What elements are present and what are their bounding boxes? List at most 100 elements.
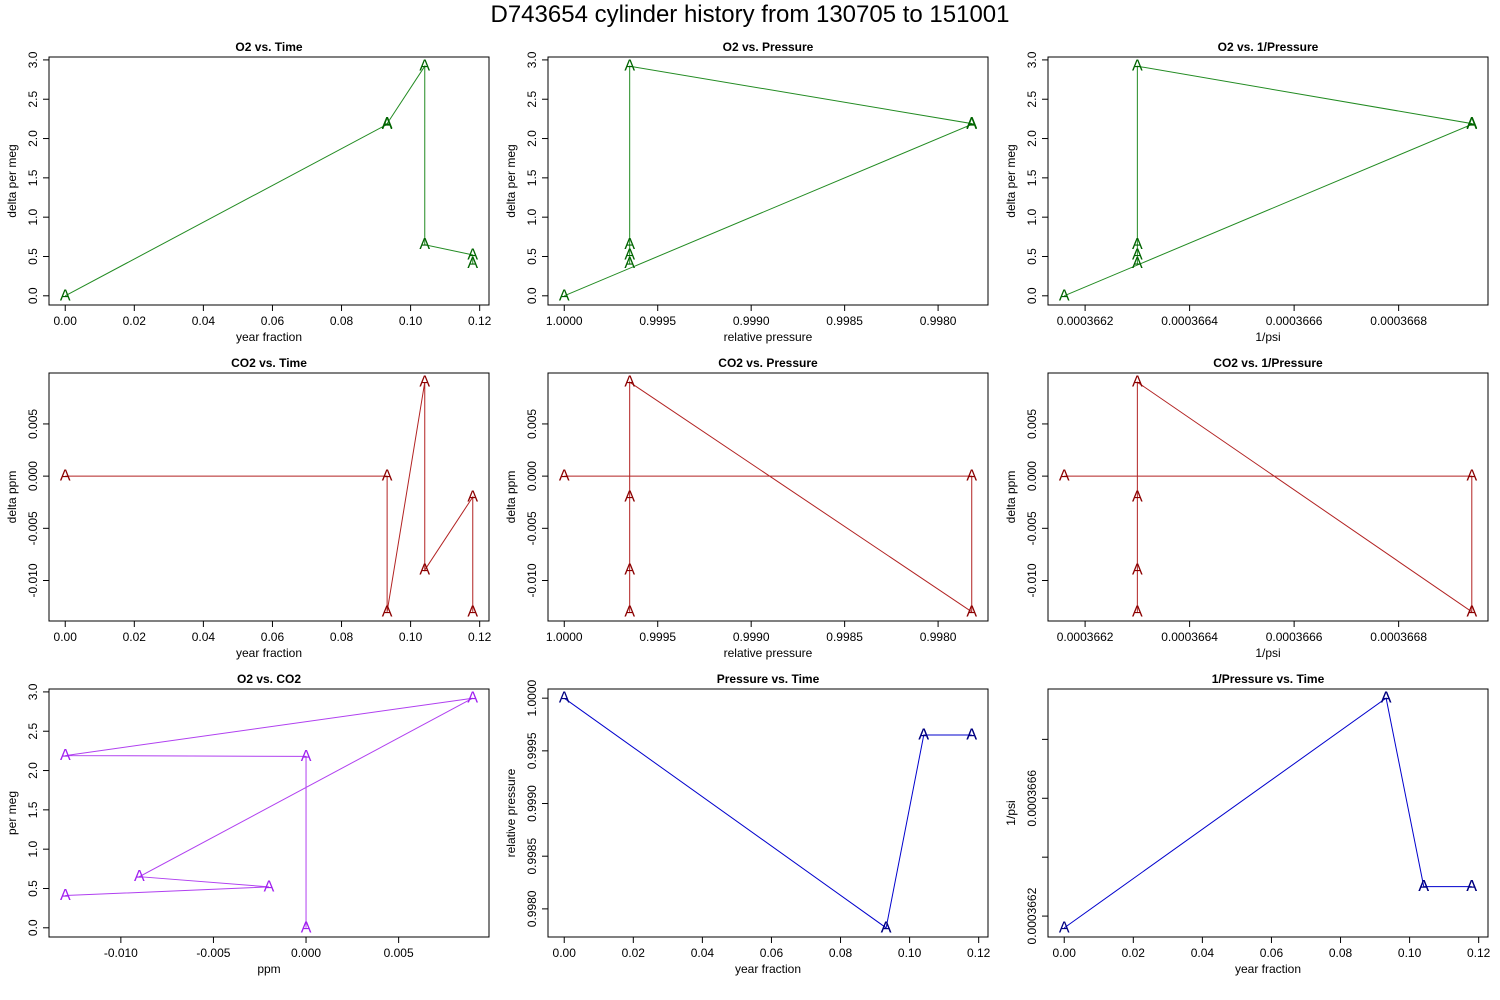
y-tick-label: 0.9985 [525,838,539,875]
y-tick-label: 1.0000 [525,679,539,716]
x-axis-label: year fraction [236,646,302,660]
point-marker: A [1381,690,1392,707]
y-tick-label: -0.005 [525,511,539,545]
x-tick-label: 0.12 [967,946,991,960]
point-marker: A [624,603,635,620]
y-axis-label: relative pressure [504,768,518,857]
x-tick-label: 1.0000 [546,630,583,644]
y-tick-label: 0.5 [1025,248,1039,265]
point-marker: A [881,919,892,936]
data-line [64,64,474,297]
point-marker: A [1466,878,1477,895]
point-marker: A [966,115,977,132]
y-tick-label: 1.5 [26,801,40,818]
point-marker: A [467,255,478,272]
figure-title: D743654 cylinder history from 130705 to … [491,1,1010,28]
x-tick-label: 0.12 [1467,946,1491,960]
y-tick-label: -0.010 [26,563,40,597]
point-marker: A [624,562,635,579]
point-marker: A [382,115,393,132]
y-tick-label: 0.005 [525,409,539,439]
point-marker: A [301,748,312,765]
y-tick-label: 3.0 [1025,51,1039,68]
point-marker: A [382,116,393,133]
y-tick-label: 0.9990 [525,785,539,822]
y-tick-label: 1.0 [26,209,40,226]
data-line [65,697,473,928]
point-marker: A [419,236,430,253]
x-axis-label: year fraction [735,962,801,976]
point-marker: A [1059,919,1070,936]
y-tick-label: -0.005 [1025,511,1039,545]
x-tick-label: 0.9980 [920,630,957,644]
panel-title: O2 vs. CO2 [237,672,301,686]
point-marker: A [559,690,570,707]
data-line [1064,381,1473,613]
y-tick-label: 0.005 [26,409,40,439]
data-line [564,381,973,613]
y-axis-label: delta ppm [504,471,518,524]
x-tick-label: 0.06 [1260,946,1284,960]
y-tick-label: 0.005 [1025,409,1039,439]
data-line [564,65,973,297]
point-marker: A [881,919,892,936]
point-marker: A [624,236,635,253]
point-marker: A [966,116,977,133]
y-tick-label: 3.0 [525,51,539,68]
point-marker: A [966,727,977,744]
y-tick-label: 0.000 [525,461,539,491]
point-marker: A [1132,374,1143,391]
x-tick-label: 0.04 [192,314,216,328]
x-tick-label: 0.10 [399,314,423,328]
x-tick-label: 0.0003668 [1370,630,1427,644]
point-marker: A [467,489,478,506]
y-tick-label: 0.5 [525,248,539,265]
point-marker: A [1418,878,1429,895]
y-tick-label: 1.0 [26,841,40,858]
point-marker: A [1466,468,1477,485]
y-tick-label: 2.5 [26,91,40,108]
point-marker: A [419,58,430,75]
point-marker: A [918,727,929,744]
point-marker: A [624,58,635,75]
point-marker: A [966,727,977,744]
y-tick-label: 0.0003666 [1025,770,1039,827]
plot-frame [1047,372,1489,622]
y-tick-label: 1.5 [1025,169,1039,186]
panel-title: O2 vs. Pressure [723,40,814,54]
plot-frame [48,688,490,938]
plot-frame [48,372,490,622]
plot-frame [48,56,490,306]
x-tick-label: 0.9990 [733,314,770,328]
y-tick-label: 0.0 [26,919,40,936]
y-tick-label: 0.9995 [525,732,539,769]
plot-frame [1047,56,1489,306]
y-tick-label: 0.000 [26,461,40,491]
y-tick-label: 1.5 [525,169,539,186]
point-marker: A [382,468,393,485]
plot-frame [547,372,989,622]
x-tick-label: -0.010 [104,946,138,960]
x-tick-label: 0.0003664 [1161,630,1218,644]
point-marker: A [1059,468,1070,485]
x-tick-label: 0.005 [384,946,414,960]
x-tick-label: 0.08 [330,314,354,328]
y-tick-label: -0.005 [26,511,40,545]
y-tick-label: -0.010 [525,563,539,597]
point-marker: A [624,246,635,263]
y-axis-label: delta ppm [5,471,19,524]
y-axis-label: 1/psi [1004,800,1018,825]
x-axis-label: 1/psi [1255,330,1280,344]
panel-title: CO2 vs. Time [231,356,307,370]
x-tick-label: 0.9995 [639,630,676,644]
x-tick-label: 0.9980 [920,314,957,328]
x-tick-label: 0.00 [54,314,78,328]
point-marker: A [1132,562,1143,579]
y-tick-label: 0.000 [1025,461,1039,491]
point-marker: A [1132,58,1143,75]
x-tick-label: 0.06 [261,314,285,328]
point-marker: A [467,246,478,263]
y-tick-label: 0.0 [525,287,539,304]
x-axis-label: relative pressure [724,330,813,344]
point-marker: A [1466,878,1477,895]
